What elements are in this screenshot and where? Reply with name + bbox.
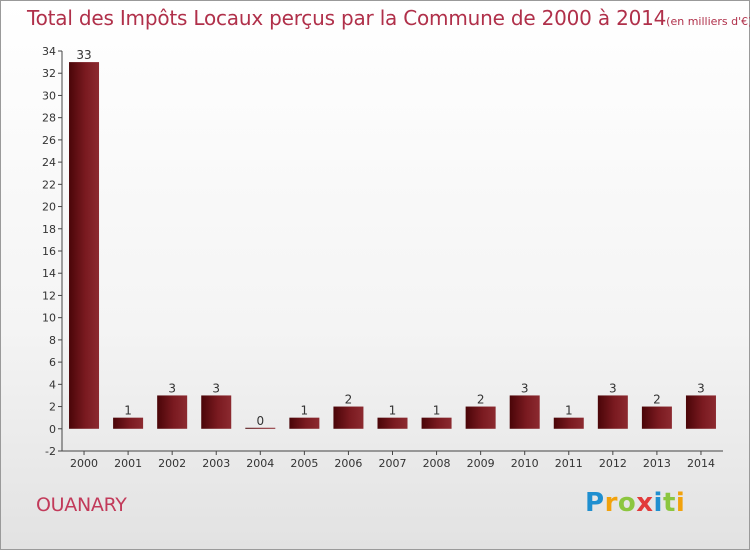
- data-label: 1: [433, 404, 441, 418]
- bar: [377, 417, 408, 429]
- data-label: 3: [212, 381, 220, 395]
- data-label: 1: [301, 404, 309, 418]
- data-label: 1: [389, 404, 397, 418]
- data-label: 0: [256, 414, 264, 428]
- x-tick-label: 2001: [114, 457, 142, 470]
- data-label: 1: [565, 404, 573, 418]
- x-tick-label: 2008: [423, 457, 451, 470]
- y-tick-label: 2: [49, 401, 56, 414]
- y-tick-label: -2: [45, 445, 56, 458]
- data-label: 3: [609, 381, 617, 395]
- x-tick-label: 2007: [379, 457, 407, 470]
- data-label: 1: [124, 404, 132, 418]
- bar: [245, 427, 276, 429]
- bar: [553, 417, 584, 429]
- bar: [685, 395, 716, 429]
- commune-name: OUANARY: [36, 494, 127, 516]
- bar: [289, 417, 320, 429]
- y-tick-label: 20: [42, 201, 56, 214]
- x-tick-label: 2000: [70, 457, 98, 470]
- x-tick-label: 2014: [687, 457, 715, 470]
- y-tick-label: 22: [42, 178, 56, 191]
- chart-unit-note: (en milliers d'€): [666, 15, 750, 28]
- y-tick-label: 8: [49, 334, 56, 347]
- y-tick-label: 18: [42, 223, 56, 236]
- y-tick-label: 26: [42, 134, 56, 147]
- bar: [157, 395, 188, 429]
- x-tick-label: 2004: [246, 457, 274, 470]
- y-tick-label: 34: [42, 45, 56, 58]
- y-tick-label: 10: [42, 312, 56, 325]
- x-tick-label: 2010: [511, 457, 539, 470]
- bar: [641, 406, 672, 429]
- data-label: 3: [168, 381, 176, 395]
- x-tick-label: 2011: [555, 457, 583, 470]
- bar: [201, 395, 232, 429]
- chart-title-text: Total des Impôts Locaux perçus par la Co…: [27, 6, 667, 30]
- chart-title: Total des Impôts Locaux perçus par la Co…: [27, 6, 750, 30]
- y-tick-label: 4: [49, 378, 56, 391]
- y-tick-label: 12: [42, 289, 56, 302]
- data-label: 33: [76, 48, 91, 62]
- data-label: 3: [521, 381, 529, 395]
- x-tick-label: 2005: [290, 457, 318, 470]
- bar: [465, 406, 496, 429]
- y-tick-label: 32: [42, 67, 56, 80]
- bar: [509, 395, 540, 429]
- bar: [597, 395, 628, 429]
- y-tick-label: 28: [42, 112, 56, 125]
- bar: [421, 417, 452, 429]
- y-tick-label: 30: [42, 89, 56, 102]
- x-tick-label: 2003: [202, 457, 230, 470]
- proxiti-logo: Proxiti: [585, 488, 686, 518]
- y-tick-label: 0: [49, 423, 56, 436]
- y-tick-label: 6: [49, 356, 56, 369]
- x-tick-label: 2013: [643, 457, 671, 470]
- x-tick-label: 2009: [467, 457, 495, 470]
- data-label: 2: [477, 393, 485, 407]
- x-tick-label: 2012: [599, 457, 627, 470]
- bar: [69, 62, 100, 429]
- y-tick-label: 16: [42, 245, 56, 258]
- y-tick-label: 14: [42, 267, 56, 280]
- x-tick-label: 2002: [158, 457, 186, 470]
- bar: [113, 417, 144, 429]
- y-tick-label: 24: [42, 156, 56, 169]
- data-label: 3: [697, 381, 705, 395]
- data-label: 2: [345, 393, 353, 407]
- bar: [333, 406, 364, 429]
- x-tick-label: 2006: [334, 457, 362, 470]
- data-label: 2: [653, 393, 661, 407]
